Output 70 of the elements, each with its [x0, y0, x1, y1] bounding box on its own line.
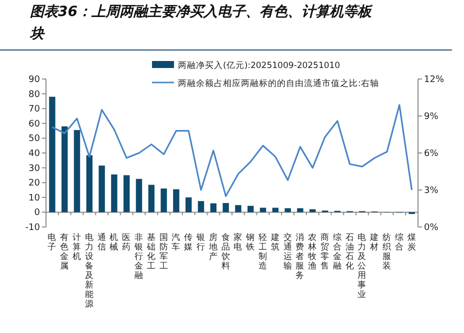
bar [74, 130, 80, 212]
bar [111, 174, 118, 212]
x-tick-label: 家电 [234, 232, 243, 252]
y-tick-label: 40 [28, 149, 40, 159]
x-tick-label: 交通运输 [283, 232, 292, 272]
bar [98, 166, 105, 212]
x-tick-label: 机械 [110, 232, 119, 252]
y2-tick-label: 3% [424, 186, 439, 196]
legend-label: 两融净买入(亿元):20251009-20251010 [178, 60, 340, 71]
x-tick-label: 计算机 [72, 232, 82, 262]
y-tick-label: 70 [28, 104, 40, 115]
bar [198, 201, 204, 212]
bar [173, 189, 180, 212]
y-tick-label: 90 [28, 75, 40, 85]
x-tick-label: 非银行金融 [134, 232, 144, 281]
y2-tick-label: 0% [424, 223, 439, 233]
x-tick-label: 房地产 [208, 232, 218, 262]
y2-tick-label: 12% [424, 75, 444, 85]
bar [124, 175, 130, 212]
x-tick-label: 商贸零售 [320, 232, 330, 272]
bar [86, 155, 92, 212]
y-tick-label: 10 [28, 193, 40, 204]
x-tick-label: 汽车 [172, 232, 181, 252]
bar [235, 205, 242, 212]
x-tick-label: 银行 [196, 232, 206, 252]
y-tick-label: 60 [28, 119, 40, 130]
y-tick-label: 30 [28, 164, 40, 174]
bar [222, 203, 229, 212]
x-tick-label: 轻工制造 [258, 232, 268, 272]
x-tick-label: 电力设备及新能源 [84, 232, 94, 310]
x-tick-label: 消费者服务 [296, 232, 305, 281]
x-tick-label: 煤炭 [407, 232, 416, 252]
x-tick-label: 综合 [394, 232, 404, 252]
x-tick-label: 基础化工 [146, 232, 156, 272]
y2-tick-label: 9% [424, 112, 439, 122]
bar [248, 206, 254, 212]
bar [186, 197, 192, 212]
bar [210, 203, 216, 212]
x-tick-label: 医药 [122, 232, 132, 252]
x-tick-label: 农林牧渔 [307, 232, 318, 272]
bar [284, 208, 291, 212]
x-tick-label: 电力及公用事业 [358, 232, 367, 300]
chart-title: 图表36：上周两融主要净买入电子、有色、计算机等板块 [29, 3, 374, 42]
x-tick-label: 纺织服装 [382, 232, 392, 272]
x-tick-label: 传媒 [184, 232, 194, 252]
y2-tick-label: 6% [424, 149, 439, 159]
bar [62, 126, 68, 212]
y-tick-label: 0 [34, 208, 40, 218]
bar [160, 188, 167, 212]
x-tick-label: 食品饮料 [220, 232, 230, 272]
line-series [51, 104, 413, 197]
x-tick-label: 有色金属 [60, 232, 70, 272]
bar [49, 96, 56, 212]
x-tick-label: 通信 [97, 232, 106, 252]
y-tick-label: 80 [28, 90, 40, 100]
x-tick-label: 电子 [48, 232, 57, 252]
legend-label: 两融余额占相应两融标的的自由流通市值之比:右轴 [178, 78, 379, 89]
x-tick-label: 钢铁 [245, 232, 256, 252]
bar [310, 209, 316, 212]
bar [136, 178, 142, 212]
y-tick-label: 20 [28, 178, 40, 189]
bar [148, 184, 154, 212]
x-tick-label: 石油石化 [345, 233, 354, 272]
y-tick-label: 50 [28, 134, 40, 144]
x-tick-label: 综合金融 [332, 232, 342, 272]
bar [297, 208, 304, 212]
x-tick-label: 国防军工 [159, 233, 168, 272]
x-tick-label: 建材 [369, 232, 380, 252]
x-tick-label: 建筑 [270, 232, 280, 252]
y-tick-label: -10 [25, 223, 40, 233]
